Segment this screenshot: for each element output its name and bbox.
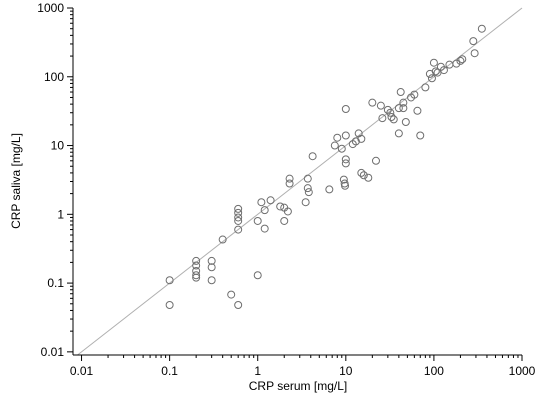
x-tick-label: 0.1: [161, 364, 178, 378]
y-tick-label: 1: [57, 207, 64, 221]
identity-line: [77, 7, 523, 356]
data-point: [357, 168, 366, 177]
data-point: [456, 56, 465, 65]
data-point: [280, 216, 289, 225]
data-point: [378, 114, 387, 123]
data-point: [165, 301, 174, 310]
x-tick-label: 0.01: [70, 364, 94, 378]
data-point: [341, 131, 350, 140]
data-point: [413, 106, 422, 115]
data-point: [207, 256, 216, 265]
data-point: [337, 144, 346, 153]
data-point: [165, 276, 174, 285]
data-point: [339, 175, 348, 184]
data-point: [394, 104, 403, 113]
data-point: [253, 271, 262, 280]
data-point: [234, 216, 243, 225]
data-point: [452, 59, 461, 68]
data-point: [234, 225, 243, 234]
data-point: [469, 37, 478, 46]
y-tick-label: 100: [44, 70, 64, 84]
y-axis-title: CRP saliva [mg/L]: [9, 133, 23, 229]
data-point: [431, 67, 440, 76]
y-tick-label: 10: [51, 139, 65, 153]
data-point: [357, 134, 366, 143]
data-point: [260, 224, 269, 233]
data-point: [330, 141, 339, 150]
y-tick-label: 0.01: [41, 345, 65, 359]
data-point: [341, 155, 350, 164]
x-tick-label: 100: [424, 364, 444, 378]
data-point: [383, 105, 392, 114]
data-point: [470, 49, 479, 58]
data-point: [266, 196, 275, 205]
data-point: [427, 74, 436, 83]
data-point: [416, 131, 425, 140]
data-point: [396, 88, 405, 97]
x-tick-label: 1000: [509, 364, 536, 378]
y-tick-label: 0.1: [47, 276, 64, 290]
data-point: [257, 198, 266, 207]
data-point: [341, 159, 350, 168]
data-point: [477, 24, 486, 33]
data-point: [371, 156, 380, 165]
data-point: [192, 271, 201, 280]
data-point: [285, 179, 294, 188]
data-point: [376, 101, 385, 110]
ticks-layer: 0.01 0.1 1 10 100 1000 0.01 0.1 1 10 100 1000: [37, 1, 535, 378]
data-point: [308, 152, 317, 161]
reference-line-layer: [77, 7, 523, 356]
data-point: [458, 55, 467, 64]
data-point: [325, 185, 334, 194]
data-point: [303, 184, 312, 193]
data-point: [207, 276, 216, 285]
data-point: [283, 207, 292, 216]
x-tick-label: 10: [339, 364, 353, 378]
data-point: [192, 256, 201, 265]
data-point: [285, 174, 294, 183]
x-axis-title: CRP serum [mg/L]: [249, 379, 347, 393]
data-point: [234, 301, 243, 310]
data-points-layer: [165, 24, 486, 310]
data-point: [234, 208, 243, 217]
data-point: [394, 129, 403, 138]
x-tick-label: 1: [254, 364, 261, 378]
data-point: [218, 235, 227, 244]
data-point: [207, 263, 216, 272]
data-point: [301, 198, 310, 207]
data-point: [304, 188, 313, 197]
data-point: [387, 113, 396, 122]
data-point: [364, 173, 373, 182]
data-point: [192, 273, 201, 282]
data-point: [341, 104, 350, 113]
data-point: [386, 108, 395, 117]
data-point: [439, 66, 448, 75]
data-point: [341, 181, 350, 190]
data-point: [276, 202, 285, 211]
data-point: [333, 133, 342, 142]
data-point: [234, 213, 243, 222]
data-point: [410, 90, 419, 99]
data-point: [253, 216, 262, 225]
y-tick-label: 1000: [37, 1, 64, 15]
data-point: [429, 58, 438, 67]
data-point: [260, 206, 269, 215]
data-point: [401, 117, 410, 126]
data-point: [421, 83, 430, 92]
data-point: [389, 115, 398, 124]
data-point: [399, 98, 408, 107]
data-point: [227, 290, 236, 299]
data-point: [234, 204, 243, 213]
data-point: [359, 171, 368, 180]
data-point: [368, 98, 377, 107]
data-point: [399, 104, 408, 113]
data-point: [303, 174, 312, 183]
data-point: [192, 261, 201, 270]
